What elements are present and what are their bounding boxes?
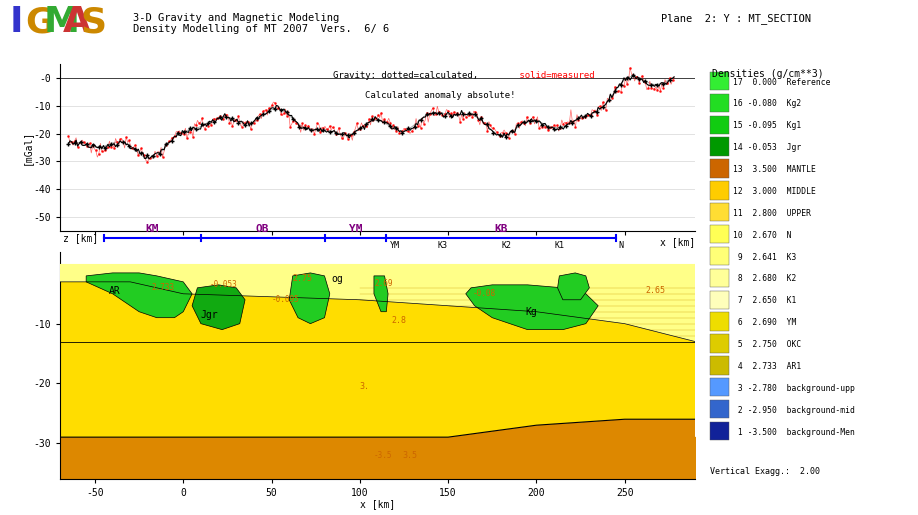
- Text: K3: K3: [438, 241, 448, 250]
- Text: A: A: [62, 5, 91, 39]
- Text: I: I: [9, 5, 23, 39]
- Text: x [km]: x [km]: [660, 237, 695, 248]
- Text: 5  2.750  OKC: 5 2.750 OKC: [733, 340, 801, 349]
- Text: 2.733: 2.733: [151, 283, 174, 293]
- Bar: [710, 356, 730, 374]
- Polygon shape: [60, 264, 695, 341]
- Bar: [710, 290, 730, 309]
- Text: 3.5: 3.5: [402, 451, 417, 459]
- Bar: [710, 115, 730, 134]
- Bar: [710, 94, 730, 112]
- Text: -0.095: -0.095: [272, 295, 299, 304]
- Polygon shape: [557, 273, 589, 300]
- Text: N: N: [619, 241, 623, 250]
- Text: Plane  2: Y : MT_SECTION: Plane 2: Y : MT_SECTION: [661, 13, 811, 24]
- Text: Vertical Exagg.:  2.00: Vertical Exagg.: 2.00: [710, 467, 820, 476]
- Bar: [710, 269, 730, 287]
- Text: 4  2.733  AR1: 4 2.733 AR1: [733, 362, 801, 371]
- Bar: [710, 422, 730, 440]
- Text: OB: OB: [256, 224, 270, 234]
- Text: G: G: [26, 5, 55, 39]
- Text: 3 -2.780  background-upp: 3 -2.780 background-upp: [733, 384, 856, 393]
- Text: KB: KB: [494, 224, 508, 234]
- Bar: [710, 378, 730, 397]
- Text: 14 -0.053  Jgr: 14 -0.053 Jgr: [733, 143, 801, 152]
- Text: 2 -2.950  background-mid: 2 -2.950 background-mid: [733, 406, 856, 415]
- Text: 7  2.650  K1: 7 2.650 K1: [733, 296, 797, 305]
- Bar: [710, 159, 730, 178]
- Text: K1: K1: [554, 241, 565, 250]
- Text: -0.08: -0.08: [473, 289, 496, 298]
- Text: 2.75: 2.75: [293, 274, 313, 283]
- Text: K2: K2: [501, 241, 511, 250]
- Text: S: S: [81, 5, 106, 39]
- Bar: [710, 400, 730, 418]
- Text: YM: YM: [390, 241, 400, 250]
- Polygon shape: [289, 273, 330, 323]
- Polygon shape: [60, 282, 695, 437]
- Polygon shape: [192, 285, 245, 330]
- Text: Gravity: dotted=calculated,: Gravity: dotted=calculated,: [333, 71, 478, 80]
- Text: 16 -0.080  Kg2: 16 -0.080 Kg2: [733, 99, 801, 109]
- Text: Jgr: Jgr: [201, 310, 218, 320]
- Text: Densities (g/cm**3): Densities (g/cm**3): [711, 68, 823, 78]
- Bar: [710, 225, 730, 243]
- Y-axis label: [mGal]: [mGal]: [22, 130, 31, 165]
- Bar: [710, 334, 730, 353]
- Text: M: M: [44, 5, 80, 39]
- Text: YM: YM: [349, 224, 363, 234]
- Text: 2.69: 2.69: [374, 279, 393, 287]
- Bar: [710, 203, 730, 221]
- X-axis label: x [km]: x [km]: [360, 500, 395, 509]
- Text: 3-D Gravity and Magnetic Modeling
Density Modelling of MT 2007  Vers.  6/ 6: 3-D Gravity and Magnetic Modeling Densit…: [133, 13, 389, 35]
- Text: 2.8: 2.8: [392, 316, 407, 325]
- Polygon shape: [86, 273, 192, 318]
- Text: 2.65: 2.65: [646, 286, 666, 295]
- Text: 9  2.641  K3: 9 2.641 K3: [733, 252, 797, 262]
- Text: Calculated anomaly absolute!: Calculated anomaly absolute!: [364, 91, 515, 100]
- Text: -3.5: -3.5: [374, 451, 393, 459]
- Polygon shape: [465, 285, 599, 330]
- Text: 17  0.000  Reference: 17 0.000 Reference: [733, 78, 831, 87]
- Text: og: og: [331, 274, 343, 284]
- Bar: [710, 313, 730, 331]
- Bar: [710, 72, 730, 90]
- Text: 15 -0.095  Kg1: 15 -0.095 Kg1: [733, 122, 801, 130]
- Text: Kg: Kg: [526, 307, 538, 317]
- Text: 8  2.680  K2: 8 2.680 K2: [733, 274, 797, 283]
- Text: 3.: 3.: [360, 382, 370, 391]
- Text: solid=measured: solid=measured: [514, 71, 595, 80]
- Polygon shape: [374, 276, 388, 312]
- Text: 13  3.500  MANTLE: 13 3.500 MANTLE: [733, 165, 816, 174]
- Polygon shape: [60, 419, 695, 479]
- Text: 1 -3.500  background-Men: 1 -3.500 background-Men: [733, 427, 856, 437]
- Text: z [km]: z [km]: [63, 233, 98, 243]
- Bar: [710, 181, 730, 199]
- Text: -0.053: -0.053: [209, 280, 238, 289]
- Text: 12  3.000  MIDDLE: 12 3.000 MIDDLE: [733, 187, 816, 196]
- Text: 10  2.670  N: 10 2.670 N: [733, 231, 792, 239]
- Text: 11  2.800  UPPER: 11 2.800 UPPER: [733, 209, 812, 218]
- Text: 6  2.690  YM: 6 2.690 YM: [733, 318, 797, 327]
- Bar: [710, 138, 730, 156]
- Bar: [710, 247, 730, 265]
- Text: AR: AR: [109, 286, 121, 296]
- Text: KM: KM: [146, 224, 159, 234]
